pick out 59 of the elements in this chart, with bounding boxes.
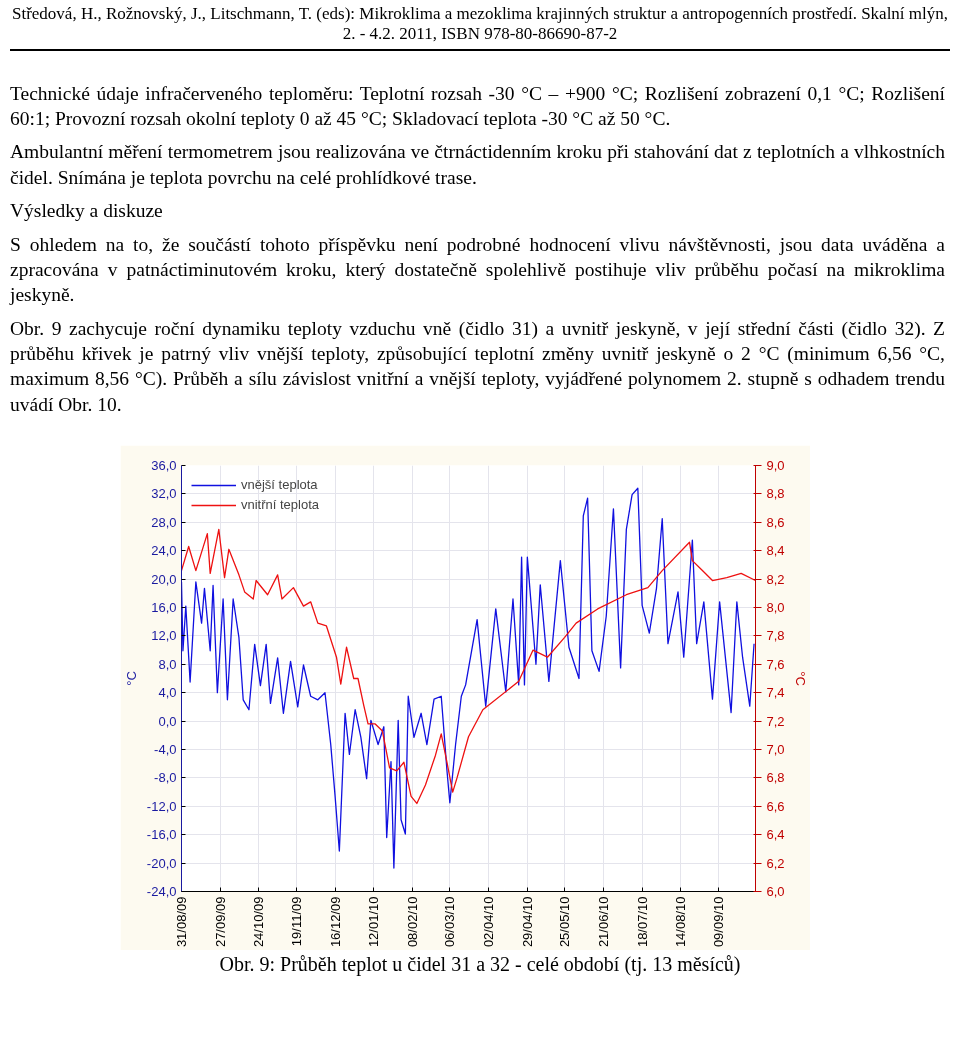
y-tick-label: 36,0 — [151, 457, 177, 473]
y2-tick-label: 7,4 — [766, 685, 785, 701]
y-axis-title: °C — [123, 671, 139, 686]
x-tick-label: 09/09/10 — [710, 896, 726, 948]
y2-tick-label: 6,4 — [766, 827, 785, 843]
y2-tick-label: 6,2 — [766, 855, 785, 871]
x-tick-label: 21/06/10 — [595, 896, 611, 948]
y2-tick-label: 7,8 — [766, 628, 785, 644]
x-tick-label: 06/03/10 — [442, 896, 458, 948]
x-tick-label: 18/07/10 — [634, 896, 650, 948]
text: Technické údaje infračerveného teploměru: Teplotní rozsah -30 °C – +900 °C; Rozlišení zobrazení 0,1 °C; Rozlišení 60:1; Provozní rozsah okolní teploty 0 až 45 °C; Skladovací teplota -30 °C až 50 °C. — [10, 81, 945, 132]
y2-tick-label: 8,2 — [766, 571, 785, 587]
text: Výsledky a diskuze — [10, 199, 163, 224]
y2-tick-label: 8,0 — [766, 599, 785, 615]
text: Ambulantní měření termometrem jsou realizována ve čtrnáctidenním kroku při stahování dat z teplotních a vlhkostních čidel. Snímána je teplota povrchu na celé prohlídkové trase. — [10, 140, 945, 190]
text: S ohledem na to, že součástí tohoto příspěvku není podrobné hodnocení vlivu návštěvnosti, jsou data uváděna a zpracována v patnáctiminutovém kroku, který dostatečně spolehlivě postihuje vliv průběhu počasí na mikroklima jeskyně. — [10, 232, 945, 308]
x-tick-label: 16/12/09 — [327, 896, 343, 948]
y-tick-label: 24,0 — [151, 543, 177, 559]
y-tick-label: -24,0 — [146, 883, 177, 899]
y2-tick-label: 8,6 — [766, 514, 785, 530]
y-tick-label: 28,0 — [151, 514, 177, 530]
y-tick-label: 32,0 — [151, 486, 177, 502]
y-tick-label: 4,0 — [158, 685, 177, 701]
legend-label: vnější teplota — [241, 477, 318, 493]
y-tick-label: -16,0 — [146, 827, 177, 843]
y-tick-label: 0,0 — [158, 713, 177, 729]
y-tick-label: -20,0 — [146, 855, 177, 871]
x-tick-label: 25/05/10 — [557, 896, 573, 948]
y-tick-label: -8,0 — [154, 770, 177, 786]
y2-tick-label: 9,0 — [766, 457, 785, 473]
y-tick-label: 12,0 — [151, 628, 177, 644]
y-tick-label: -4,0 — [154, 741, 177, 757]
text: Středová, H., Rožnovský, J., Litschmann, T. (eds): Mikroklima a mezoklima krajinných struktur a antropogenních prostředí. Skalní mlýn, 2. - 4.2. 2011, ISBN 978-80-86690-87-2 — [10, 4, 950, 45]
y-tick-label: 8,0 — [158, 656, 177, 672]
text: Obr. 9: Průběh teplot u čidel 31 a 32 - celé období (tj. 13 měsíců) — [219, 951, 741, 978]
y2-tick-label: 7,6 — [766, 656, 785, 672]
x-tick-label: 19/11/09 — [288, 896, 304, 947]
y2-axis-title: °C — [792, 671, 808, 686]
x-tick-label: 29/04/10 — [519, 896, 535, 948]
x-tick-label: 14/08/10 — [673, 896, 689, 948]
y2-tick-label: 7,2 — [766, 713, 785, 729]
x-tick-label: 12/01/10 — [366, 896, 382, 948]
y2-tick-label: 6,6 — [766, 798, 785, 814]
y2-tick-label: 8,8 — [766, 486, 785, 502]
y2-tick-label: 6,8 — [766, 770, 785, 786]
y2-tick-label: 8,4 — [766, 543, 785, 559]
y-tick-label: 16,0 — [151, 599, 177, 615]
x-tick-label: 27/09/09 — [212, 896, 228, 948]
legend-label: vnitřní teplota — [241, 497, 320, 513]
y-tick-label: -12,0 — [146, 798, 177, 814]
y-tick-label: 20,0 — [151, 571, 177, 587]
y2-tick-label: 7,0 — [766, 741, 785, 757]
y2-tick-label: 6,0 — [766, 883, 785, 899]
x-tick-label: 02/04/10 — [481, 896, 497, 948]
text: Obr. 9 zachycuje roční dynamiku teploty vzduchu vně (čidlo 31) a uvnitř jeskyně, v její střední části (čidlo 32). Z průběhu křivek je patrný vliv vnější teploty, způsobující teplotní změny uvnitř jeskyně o 2 °C (minimum 6,56 °C, maximum 8,56 °C). Průběh a sílu závislost vnitřní a vnější teploty, vyjádřené polynomem 2. stupně s odhadem trendu uvádí Obr. 10. — [10, 316, 945, 417]
line-series — [181, 528, 756, 805]
x-tick-label: 31/08/09 — [174, 896, 189, 948]
x-tick-label: 08/02/10 — [405, 896, 421, 948]
x-tick-label: 24/10/09 — [251, 896, 267, 948]
